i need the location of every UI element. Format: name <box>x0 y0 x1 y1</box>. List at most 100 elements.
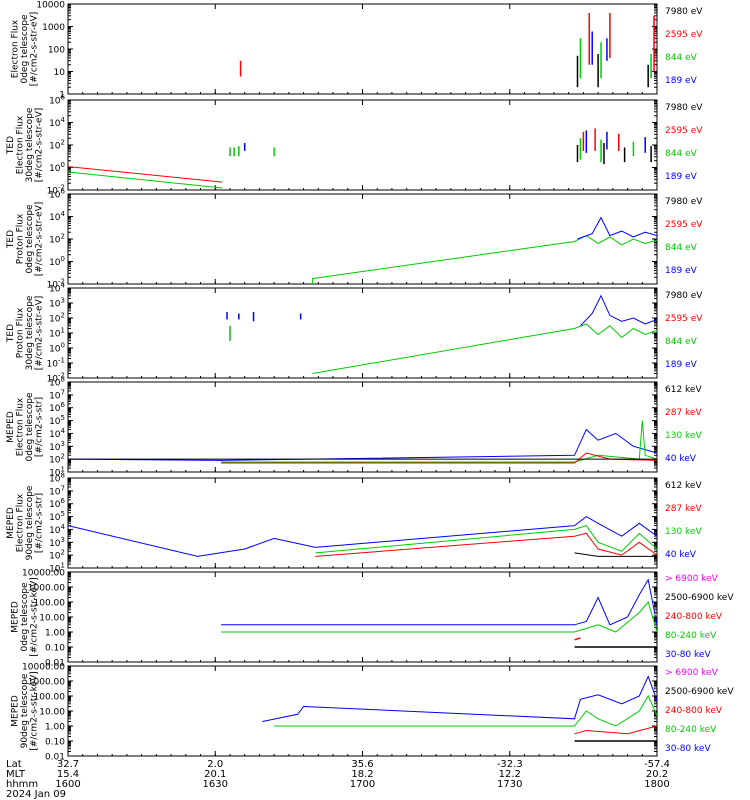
y-tick-label: 1000.00 <box>28 584 65 594</box>
series-line <box>221 600 657 633</box>
legend-entry: 189 eV <box>665 266 698 276</box>
y-tick-label: 0.01 <box>45 753 65 763</box>
y-axis-title-line: Electron Flux <box>15 115 25 174</box>
y-tick-label: 10000.00 <box>22 569 65 579</box>
y-axis-title-line: Proton Flux <box>15 307 25 358</box>
y-tick-label: 100.00 <box>34 599 66 609</box>
y-axis-title-line: [#/cm2-s-str] <box>34 493 44 553</box>
legend-entry: > 6900 keV <box>665 668 719 678</box>
y-tick-label: 10.00 <box>39 708 65 718</box>
series-line <box>574 725 657 735</box>
series-line <box>221 420 657 463</box>
footer-value-hhmm: 1730 <box>497 779 522 790</box>
y-axis-title-line: 0deg telescope <box>25 392 35 462</box>
y-axis-title: TEDElectron Flux30deg telescope[#/cm2-s-… <box>6 107 45 182</box>
legend-entry: 844 eV <box>665 337 698 347</box>
legend-entry: 2595 eV <box>665 314 703 324</box>
y-tick-label: 1.00 <box>45 723 65 733</box>
y-tick-label: 0.10 <box>45 644 65 654</box>
legend-entry: 30-80 keV <box>665 650 711 660</box>
y-tick-label: 104 <box>49 523 65 536</box>
legend-entry: 80-240 keV <box>665 631 717 641</box>
y-axis-title-line: Electron Flux <box>15 493 25 552</box>
y-tick-label: 100 <box>49 342 65 355</box>
series-group <box>239 12 655 88</box>
y-axis-title-line: [#/cm2-s-str-keV] <box>30 671 40 750</box>
y-tick-label: 0.10 <box>45 738 65 748</box>
panel-8: 0.010.101.0010.00100.001000.0010000.00ME… <box>11 663 735 763</box>
y-tick-label: 10 <box>54 68 66 78</box>
series-group <box>311 216 657 284</box>
y-axis-title-line: MEPED <box>6 411 16 443</box>
y-axis-title: TEDProton Flux30deg telescope[#/cm2-s-st… <box>6 295 45 370</box>
legend-entry: 844 eV <box>665 243 698 253</box>
y-tick-label: 102 <box>49 549 65 562</box>
y-tick-label: 103 <box>49 536 65 549</box>
legend-entry: 7980 eV <box>665 291 703 301</box>
y-tick-label: 1.00 <box>45 629 65 639</box>
y-axis-title-line: TED <box>6 324 16 343</box>
legend-entry: 40 keV <box>665 550 697 560</box>
series-group <box>221 578 657 648</box>
panel-frame <box>67 193 658 285</box>
legend-entry: 844 eV <box>665 53 698 63</box>
y-axis-title-line: MEPED <box>6 507 16 539</box>
legend-entry: 189 eV <box>665 360 698 370</box>
y-axis-title-line: [#/cm2-s-str] <box>34 397 44 457</box>
y-axis-title: Electron Flux0deg telescope[#/cm2-s-str-… <box>11 12 40 87</box>
y-axis-title: TEDProton Flux0deg telescope[#/cm2-s-str… <box>6 202 45 277</box>
y-tick-label: 10000 <box>36 1 65 11</box>
series-line <box>580 294 657 327</box>
y-tick-label: 106 <box>49 94 65 107</box>
legend-entry: 844 eV <box>665 149 698 159</box>
y-axis-title-line: 0deg telescope <box>25 204 35 274</box>
legend-entry: 189 eV <box>665 76 698 86</box>
footer-value-mlt: 20.1 <box>204 769 226 780</box>
y-axis-title-line: [#/cm2-s-str-eV] <box>30 12 40 87</box>
footer-value-lat: 35.6 <box>351 759 373 770</box>
series-line <box>68 428 657 461</box>
y-tick-label: 100.00 <box>34 693 66 703</box>
y-tick-label: 100 <box>49 255 65 268</box>
footer-value-hhmm: 1700 <box>350 779 375 790</box>
legend-entry: 2595 eV <box>665 30 703 40</box>
y-axis-title: MEPED90deg telescope[#/cm2-s-str-keV] <box>11 671 40 750</box>
footer-row-label-mlt: MLT <box>6 769 26 780</box>
footer-value-lat: 32.7 <box>57 759 79 770</box>
y-axis-title-line: TED <box>6 230 16 249</box>
legend-entry: 612 keV <box>665 481 702 491</box>
y-axis-title-line: [#/cm2-s-str-eV] <box>34 202 44 277</box>
y-tick-label: 103 <box>49 297 65 310</box>
y-tick-label: 102 <box>49 233 65 246</box>
y-tick-label: 101 <box>49 327 65 340</box>
y-tick-label: 105 <box>49 510 65 523</box>
footer-value-lat: -32.3 <box>497 759 523 770</box>
panel-frame <box>67 665 658 757</box>
y-axis-title-line: [#/cm2-s-str-eV] <box>34 108 44 183</box>
series-line <box>221 578 657 626</box>
legend-entry: 7980 eV <box>665 7 703 17</box>
y-axis-title: MEPEDElectron Flux0deg telescope[#/cm2-s… <box>6 392 45 462</box>
y-tick-label: 102 <box>49 312 65 325</box>
y-axis-title-line: Electron Flux <box>15 397 25 456</box>
y-tick-label: 100 <box>48 46 65 56</box>
y-tick-label: 10000.00 <box>22 663 65 673</box>
y-tick-label: 107 <box>49 484 65 497</box>
y-tick-label: 102 <box>49 453 65 466</box>
y-axis-title-line: 0deg telescope <box>20 14 30 84</box>
y-tick-label: 106 <box>49 401 65 414</box>
y-axis-title-line: [#/cm2-s-str-keV] <box>30 577 40 656</box>
y-axis-title: MEPEDElectron Flux90deg telescope[#/cm2-… <box>6 485 45 560</box>
y-tick-label: 100 <box>49 161 65 174</box>
footer-row-label-lat: Lat <box>6 759 22 770</box>
y-axis-title-line: MEPED <box>11 695 21 727</box>
series-segment <box>574 637 581 641</box>
legend-entry: 2595 eV <box>665 126 703 136</box>
series-line <box>312 323 657 374</box>
y-axis-title-line: MEPED <box>11 601 21 633</box>
y-axis-title-line: 0deg telescope <box>20 582 30 652</box>
